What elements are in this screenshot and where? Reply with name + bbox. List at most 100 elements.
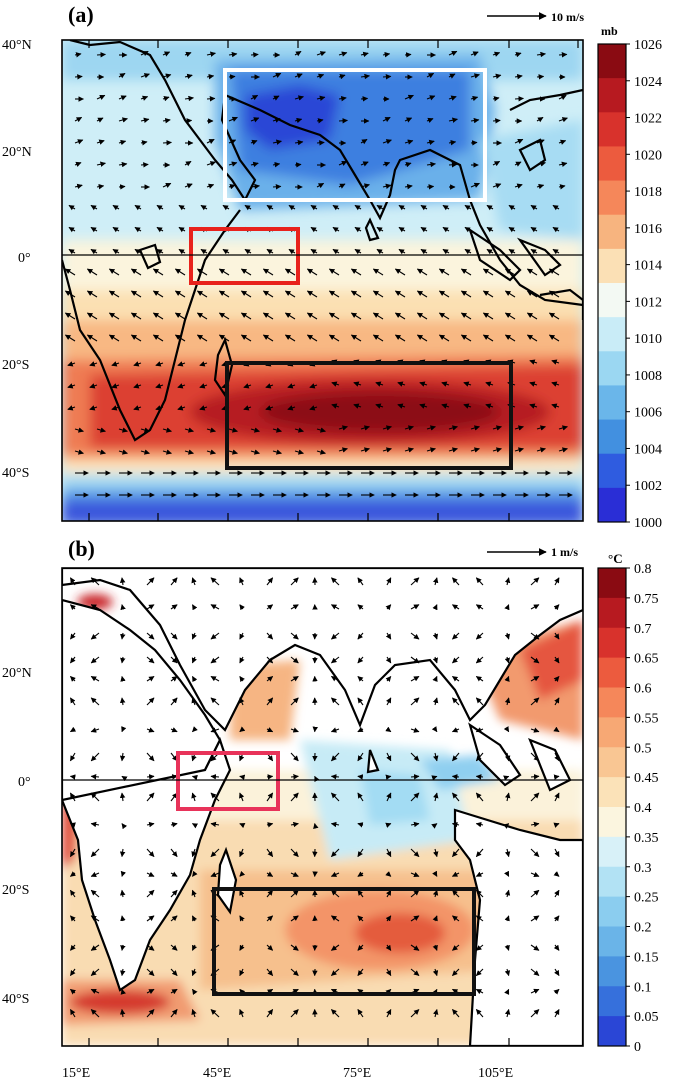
wind-arrow (266, 944, 274, 951)
wind-arrow (74, 116, 83, 123)
wind-arrow (551, 403, 560, 409)
wind-arrow (526, 290, 538, 298)
colorbar-tick-label: 0.1 (634, 980, 652, 995)
wind-arrow (155, 361, 164, 367)
wind-arrow (222, 204, 230, 211)
wind-arrow (120, 870, 127, 877)
wind-arrow (354, 226, 362, 233)
wind-arrow (266, 871, 274, 877)
wind-arrow (191, 823, 199, 829)
wind-arrow (553, 822, 560, 828)
wind-arrow (266, 792, 274, 802)
wind-arrow (353, 381, 362, 387)
colorbar-swatch (598, 283, 626, 318)
wind-arrow (74, 427, 84, 433)
wind-arrow (504, 268, 516, 276)
wind-arrow (170, 822, 178, 828)
wind-arrow (338, 183, 346, 189)
colorbar-swatch (598, 866, 626, 898)
wind-arrow (162, 51, 171, 57)
wind-arrow (416, 312, 428, 320)
y-axis-labels: 40°N 20°N 0° 20°S 40°S (2, 38, 32, 481)
wind-arrow (553, 604, 560, 611)
wind-arrow (290, 848, 299, 858)
wind-arrow (385, 889, 392, 898)
wind-arrow (558, 447, 568, 453)
wind-arrow (228, 161, 238, 167)
wind-arrow (134, 204, 142, 211)
wind-arrow (96, 52, 106, 58)
wind-arrow (262, 268, 274, 276)
wind-arrow (218, 334, 230, 342)
wind-arrow (530, 226, 538, 233)
wind-arrow (119, 752, 126, 762)
wind-arrow (272, 139, 282, 145)
colorbar-swatch (598, 568, 626, 599)
wind-arrow (419, 381, 428, 387)
wind-arrow (64, 290, 76, 298)
wind-arrow (475, 988, 484, 995)
wind-arrow (530, 968, 540, 976)
wind-arrow (526, 334, 538, 342)
wind-arrow (96, 161, 106, 167)
wind-arrow (108, 334, 120, 342)
wind-arrow (360, 183, 370, 189)
wind-arrow (266, 676, 274, 682)
wind-arrow (196, 312, 208, 320)
wind-arrow (386, 1008, 392, 1018)
wind-arrow (316, 427, 326, 433)
wind-arrow (332, 226, 340, 233)
colorbar-swatch (598, 747, 626, 778)
wind-arrow (191, 675, 198, 683)
wind-arrow (228, 51, 238, 58)
wind-arrow (310, 248, 318, 255)
wind-arrow (239, 656, 245, 664)
colorbar-swatch (598, 317, 626, 352)
wind-arrow (553, 656, 560, 664)
wind-arrow (385, 656, 392, 664)
wind-arrow (353, 403, 362, 409)
wind-arrow (504, 889, 511, 898)
wind-arrow (504, 334, 516, 342)
wind-arrow (266, 915, 274, 922)
wind-arrow (442, 226, 450, 233)
colorbar-swatch (598, 44, 626, 79)
wind-arrow (240, 312, 252, 320)
wind-arrow (504, 1008, 511, 1018)
colorbar-swatch (598, 78, 626, 113)
colorbar-swatch (598, 896, 626, 927)
wind-arrow (398, 248, 406, 255)
wind-arrow (331, 381, 340, 387)
wind-arrow (228, 116, 238, 122)
wind-arrow (331, 752, 340, 762)
wind-arrow (558, 425, 568, 431)
wind-arrow (239, 870, 246, 877)
map-frame (61, 39, 584, 522)
wind-arrow (120, 944, 126, 951)
wind-arrow (177, 361, 186, 367)
wind-arrow (284, 268, 296, 276)
wind-arrow (250, 94, 259, 101)
wind-arrow (90, 604, 100, 610)
wind-arrow (90, 226, 98, 233)
wind-arrow (130, 290, 142, 298)
wind-arrow (218, 290, 230, 298)
colorbar-tick-label: 0.75 (634, 592, 659, 607)
wind-arrow (222, 248, 230, 255)
wind-arrow (432, 968, 439, 977)
wind-arrow (86, 268, 98, 276)
colorbar-swatch (598, 836, 626, 868)
wind-arrow (130, 312, 142, 320)
wind-arrow (554, 1008, 560, 1018)
wind-arrow (470, 447, 480, 453)
wind-arrow (452, 752, 460, 762)
wind-arrow (530, 604, 540, 610)
wind-arrow (64, 334, 76, 342)
wind-arrow (119, 577, 126, 586)
wind-arrow (385, 944, 392, 951)
wind-arrow (548, 312, 560, 320)
wind-arrow (426, 72, 435, 79)
wind-arrow (332, 248, 340, 255)
wind-arrow (410, 915, 420, 922)
wind-arrow (328, 334, 340, 342)
